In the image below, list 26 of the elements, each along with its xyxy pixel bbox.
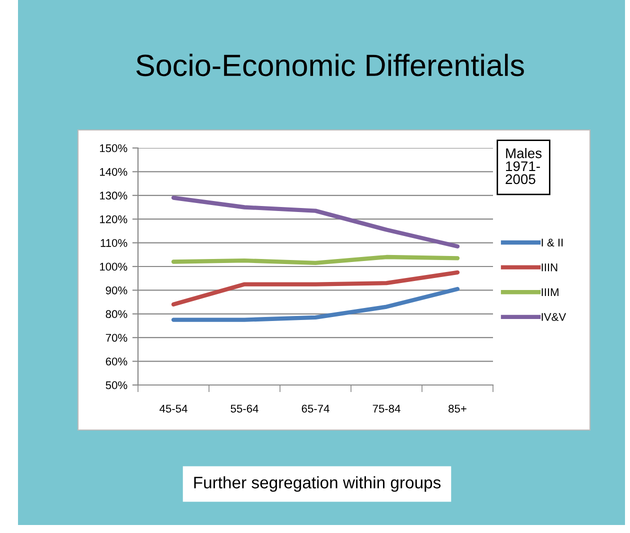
x-tick-label: 45-54: [160, 404, 188, 413]
x-tick-label: 55-64: [230, 404, 258, 413]
y-tick-label: 70%: [106, 334, 128, 342]
x-tick-label: 85+: [448, 404, 466, 413]
y-tick-label: 100%: [100, 262, 128, 271]
legend-label: IIIM: [542, 288, 558, 296]
legend-title: Males 1971- 2005: [506, 148, 542, 184]
legend-label: IIIN: [542, 264, 558, 272]
x-tick-label: 75-84: [372, 404, 400, 413]
legend-label: I & II: [542, 238, 563, 246]
y-tick-label: 80%: [106, 310, 128, 318]
line-series: [171, 196, 460, 248]
text: Further segregation within groups: [194, 476, 441, 492]
y-tick-label: 120%: [100, 215, 128, 224]
y-tick-label: 50%: [106, 381, 128, 390]
y-tick-label: 130%: [100, 192, 128, 200]
y-tick-label: 150%: [100, 144, 128, 152]
chart-title: Socio-Economic Differentials: [136, 54, 524, 76]
line-series: [171, 270, 460, 307]
legend-label: IV&V: [542, 313, 566, 321]
y-tick-label: 140%: [100, 168, 128, 176]
x-tick-label: 65-74: [302, 404, 330, 413]
y-tick-label: 90%: [106, 286, 128, 294]
line-series: [171, 286, 460, 322]
y-tick-label: 110%: [100, 239, 128, 247]
y-tick-label: 60%: [106, 358, 128, 366]
